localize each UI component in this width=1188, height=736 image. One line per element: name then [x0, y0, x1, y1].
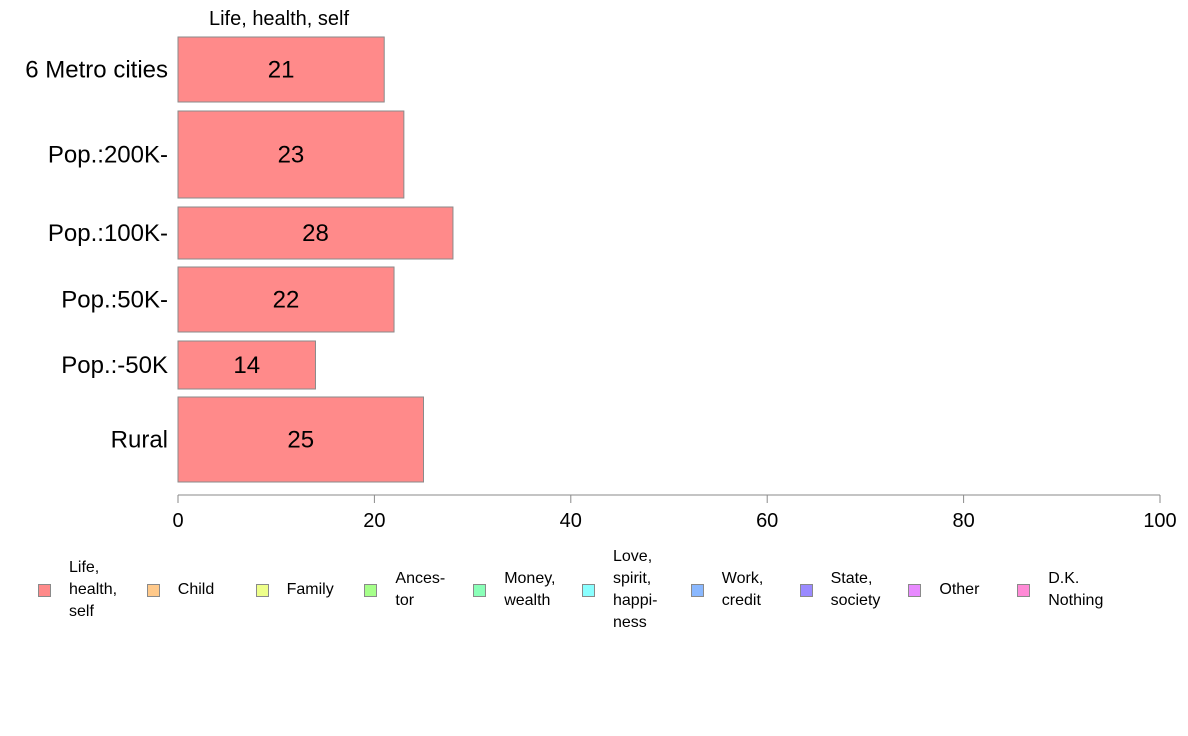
legend-label: Child: [177, 581, 215, 598]
data-label: 14: [233, 352, 260, 379]
legend-item: Family: [255, 540, 373, 640]
legend-item: State, society: [799, 540, 917, 640]
legend-label: Money, wealth: [504, 570, 556, 609]
category-label: Pop.:100K-: [48, 220, 168, 247]
legend-item: Other: [908, 540, 1025, 640]
bar: [177, 36, 385, 103]
category-label: Rural: [111, 427, 168, 454]
x-tick-label: 60: [756, 510, 778, 532]
legend-item: Work, credit: [690, 540, 808, 640]
data-label: 25: [287, 427, 314, 454]
legend-label: State, society: [830, 570, 881, 609]
legend-label: Love, spirit, happi-ness: [613, 548, 658, 631]
legend: Life, health, self Child Family Ances-tor Mone…: [0, 540, 1188, 640]
legend-label: Life, health, self: [69, 559, 118, 620]
legend-item: Child: [146, 540, 264, 640]
series-title: Life, health, self: [209, 8, 350, 30]
x-axis: 0 20 40 60 80 100: [172, 494, 1177, 532]
legend-swatch: [582, 583, 595, 597]
bar: [177, 266, 395, 333]
bar-chart: Life, health, self 6 Metro cities 21 Pop.:…: [25, 8, 1177, 532]
legend-swatch: [799, 583, 813, 597]
bar: [177, 396, 424, 483]
x-tick-label: 80: [952, 510, 974, 532]
legend-item: Life, health, self: [38, 540, 155, 640]
category-label: Pop.:-50K: [61, 352, 168, 379]
legend-label: Family: [286, 581, 334, 598]
data-label: 28: [302, 220, 329, 247]
legend-swatch: [908, 583, 922, 597]
legend-swatch: [255, 583, 269, 597]
legend-swatch: [38, 583, 51, 597]
legend-item: D.K. Nothing: [1017, 540, 1134, 640]
legend-swatch: [473, 583, 487, 597]
legend-item: Money, wealth: [473, 540, 590, 640]
x-tick-label: 0: [172, 510, 183, 532]
bar: [177, 206, 454, 260]
x-tick-label: 40: [560, 510, 582, 532]
category-label: Pop.:200K-: [48, 142, 168, 169]
legend-label: Ances-tor: [395, 570, 446, 609]
legend-item: Ances-tor: [364, 540, 481, 640]
legend-swatch: [364, 583, 378, 597]
category-label: Pop.:50K-: [61, 287, 168, 314]
legend-swatch: [690, 583, 704, 597]
bar: [177, 110, 405, 199]
category-label: 6 Metro cities: [25, 57, 168, 84]
bar: [177, 340, 316, 390]
legend-label: Other: [939, 581, 980, 598]
data-label: 21: [268, 57, 295, 84]
legend-label: Work, credit: [721, 570, 764, 609]
data-label: 23: [278, 142, 305, 169]
x-tick-label: 20: [363, 510, 385, 532]
x-tick-label: 100: [1143, 510, 1176, 532]
legend-item: Love, spirit, happi-ness: [582, 540, 699, 640]
legend-label: D.K. Nothing: [1048, 570, 1104, 609]
data-label: 22: [273, 287, 300, 314]
legend-swatch: [1017, 583, 1031, 597]
legend-swatch: [146, 583, 160, 597]
bars-group: 6 Metro cities 21 Pop.:200K- 23 Pop.:100K- 28…: [25, 36, 454, 483]
